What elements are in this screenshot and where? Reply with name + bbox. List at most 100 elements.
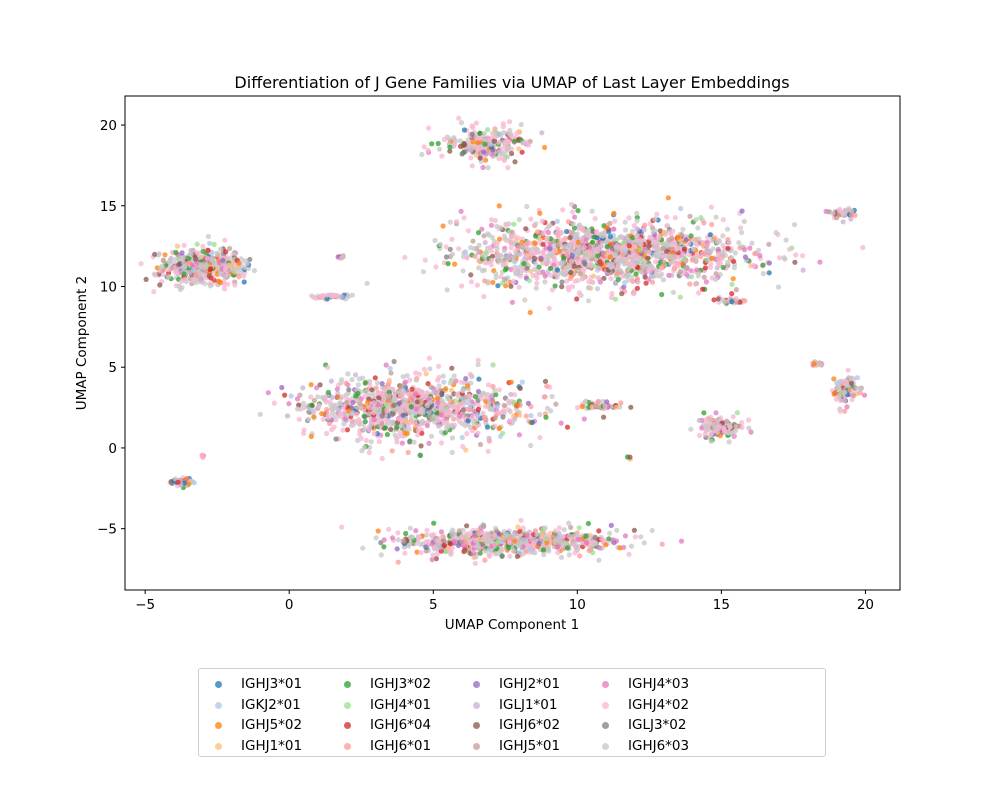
scatter-point: [496, 203, 502, 209]
scatter-point: [564, 545, 571, 551]
scatter-point: [236, 265, 242, 271]
scatter-point: [568, 524, 574, 531]
scatter-point: [588, 541, 594, 547]
scatter-point: [496, 149, 502, 155]
scatter-point: [496, 531, 502, 537]
x-axis-ticks: −5 0 5 10 15 20: [135, 590, 874, 613]
scatter-point: [594, 235, 600, 241]
scatter-point: [487, 141, 494, 147]
scatter-point: [485, 127, 491, 133]
scatter-point: [672, 264, 678, 270]
scatter-point: [319, 294, 325, 300]
scatter-point: [500, 414, 506, 420]
scatter-point: [331, 424, 337, 430]
scatter-point: [371, 410, 377, 416]
scatter-point: [678, 205, 684, 212]
scatter-point: [379, 384, 385, 391]
scatter-point: [463, 249, 469, 255]
legend-marker: [473, 742, 480, 750]
scatter-point: [642, 222, 648, 228]
scatter-point: [232, 282, 238, 288]
scatter-point: [241, 279, 247, 285]
scatter-point: [660, 277, 667, 283]
scatter-point: [305, 416, 311, 422]
scatter-point: [842, 408, 848, 414]
scatter-point: [564, 228, 570, 235]
scatter-point: [703, 279, 710, 285]
scatter-point: [540, 249, 546, 255]
scatter-point: [520, 525, 526, 531]
scatter-point: [405, 449, 411, 456]
legend-label: IGHJ4*02: [628, 696, 690, 713]
scatter-point: [601, 414, 607, 420]
scatter-point: [209, 250, 215, 256]
scatter-point: [279, 384, 285, 391]
scatter-point: [413, 528, 419, 534]
scatter-point: [696, 417, 702, 423]
scatter-point: [857, 387, 864, 393]
scatter-point: [766, 241, 772, 247]
scatter-point: [490, 362, 496, 368]
scatter-point: [517, 385, 523, 391]
scatter-point: [586, 548, 592, 554]
scatter-point: [579, 404, 585, 410]
scatter-point: [369, 387, 375, 393]
scatter-point: [554, 267, 561, 273]
scatter-point: [567, 275, 573, 282]
scatter-point: [502, 236, 508, 242]
scatter-point: [449, 435, 456, 441]
scatter-point: [647, 221, 653, 227]
scatter-point: [670, 289, 677, 295]
scatter-point: [525, 542, 531, 548]
scatter-point: [841, 397, 848, 403]
scatter-point: [509, 299, 515, 305]
scatter-point: [508, 266, 514, 272]
scatter-point: [381, 392, 388, 398]
scatter-point: [473, 152, 479, 158]
scatter-point: [323, 399, 329, 405]
scatter-point: [631, 223, 637, 229]
scatter-point: [384, 407, 390, 413]
scatter-point: [286, 401, 292, 407]
scatter-point: [414, 399, 420, 405]
scatter-point: [308, 394, 314, 400]
scatter-point: [690, 246, 697, 252]
scatter-point: [457, 138, 463, 144]
scatter-point: [325, 389, 331, 395]
scatter-point: [513, 270, 519, 276]
scatter-point: [460, 443, 466, 450]
scatter-point: [371, 431, 377, 437]
scatter-point: [688, 233, 694, 239]
scatter-point: [402, 430, 408, 436]
scatter-point: [506, 139, 512, 145]
scatter-point: [709, 255, 715, 261]
scatter-point: [428, 384, 434, 390]
scatter-point: [628, 543, 635, 549]
scatter-point: [511, 221, 517, 227]
scatter-point: [247, 256, 253, 263]
legend-label: IGLJ1*01: [499, 696, 558, 713]
scatter-point: [186, 255, 192, 261]
scatter-point: [344, 400, 350, 406]
scatter-point: [430, 552, 436, 558]
scatter-point: [783, 237, 789, 243]
scatter-point: [646, 263, 653, 269]
scatter-point: [648, 273, 655, 279]
scatter-point: [620, 258, 626, 264]
scatter-point: [714, 418, 720, 424]
scatter-point: [257, 411, 263, 417]
scatter-point: [850, 393, 857, 399]
scatter-point: [586, 279, 592, 285]
scatter-point: [586, 285, 592, 291]
legend-label: IGLJ3*02: [628, 717, 687, 733]
scatter-point: [577, 553, 583, 559]
y-tick-label: 5: [108, 360, 117, 376]
scatter-point: [300, 385, 306, 391]
scatter-point: [174, 243, 180, 249]
legend-marker: [344, 722, 351, 729]
scatter-point: [189, 263, 195, 269]
scatter-point: [443, 406, 449, 412]
scatter-point: [438, 440, 445, 446]
scatter-point: [222, 266, 228, 272]
